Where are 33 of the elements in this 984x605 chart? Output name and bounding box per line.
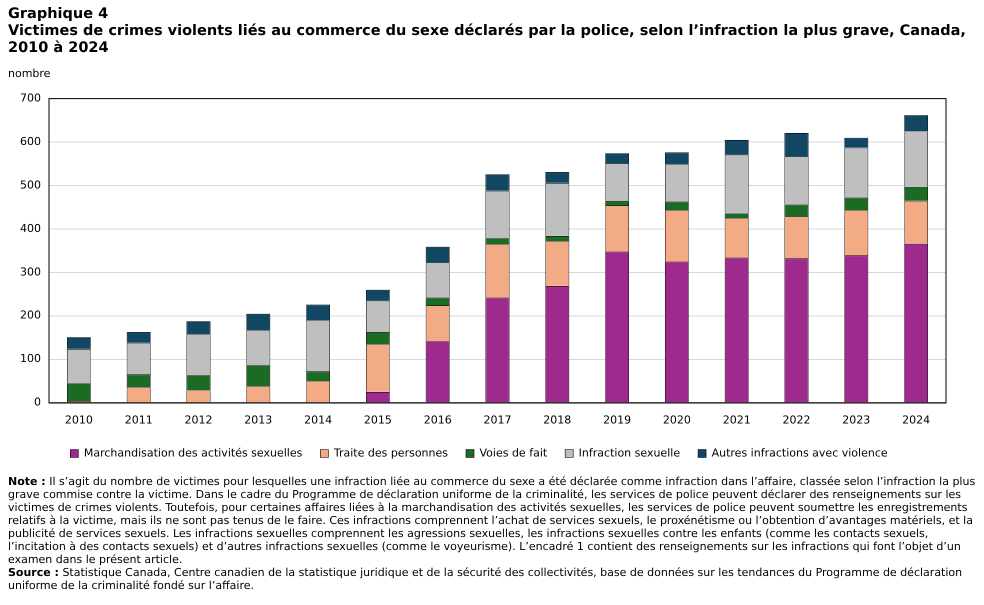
source-note: Source : Statistique Canada, Centre canadien de la statistique juridique et de la sécurité des collectivités, base de données sur les tendances du Programme de déclaration uniforme de la criminalité fondé sur l’affaire.: [8, 566, 964, 592]
y-tick-label: 0: [34, 396, 41, 409]
text: Note : Il s’agit du nombre de victimes pour lesquelles une infraction liée au commerce du sexe a été déclarée comme infraction dans l’affaire, classée selon l’infraction la plus grave commise contre la victime. Dans le cadre du Programme de déclaration uniforme de la criminalité, les services de police peuvent déclarer des renseignements sur les victimes de crimes violents. Toutefois, pour certaines affaires liées à la marchandisation des activités sexuelles, les services de police peuvent soumettre les enregistrements relatifs à la victime, mais ils ne sont pas tenus de le faire. Ces infractions comprennent l’achat de services sexuels, le proxénétisme ou l’obtention d’avantages matériels, et la publicité de services sexuels. Les infractions sexuelles comprennent les agressions sexuelles, les infractions sexuelles contre les enfants (comme les contacts sexuels, l’incitation à des contacts sexuels) et d’autres infractions sexuelles (comme le voyeurisme). L’encadré 1 contient des renseignements sur les infractions qui font l’objet d’un examen dans le présent article.: [8, 475, 976, 566]
x-tick-label: 2010: [64, 413, 93, 426]
y-tick-label: 400: [20, 222, 41, 235]
x-tick-label: 2017: [484, 413, 512, 426]
x-tick-label: 2014: [304, 413, 332, 426]
x-tick-label: 2023: [842, 413, 870, 426]
legend-label: Autres infractions avec violence: [712, 446, 888, 460]
legend-label: Traite des personnes: [332, 446, 448, 460]
x-tick-label: 2012: [184, 413, 212, 426]
x-tick-label: 2024: [902, 413, 930, 426]
x-tick-label: 2018: [543, 413, 572, 426]
x-tick-label: 2011: [124, 413, 153, 426]
y-tick-label: 700: [20, 91, 41, 104]
legend-label: Marchandisation des activités sexuelles: [84, 446, 303, 460]
y-tick-label: 100: [20, 352, 41, 366]
x-tick-label: 2021: [722, 413, 751, 426]
x-tick-label: 2015: [364, 413, 392, 426]
legend-label: Voies de fait: [480, 446, 548, 460]
x-tick-label: 2013: [244, 413, 272, 426]
y-axis-title: nombre: [8, 67, 52, 80]
x-tick-label: 2016: [424, 413, 452, 426]
chart-subtitle: Victimes de crimes violents liés au commerce du sexe déclarés par la police, selon l’infraction la plus grave, Canada, 2010 à 2024: [8, 23, 967, 57]
x-tick-label: 2019: [603, 413, 632, 426]
x-tick-label: 2022: [782, 413, 810, 426]
legend-label: Infraction sexuelle: [578, 446, 680, 460]
y-tick-label: 500: [20, 178, 41, 192]
y-tick-label: 300: [20, 265, 41, 278]
chart-title: Graphique 4: [8, 6, 110, 23]
y-tick-label: 600: [20, 134, 41, 148]
x-tick-label: 2020: [662, 413, 691, 426]
y-tick-label: 200: [20, 308, 41, 322]
